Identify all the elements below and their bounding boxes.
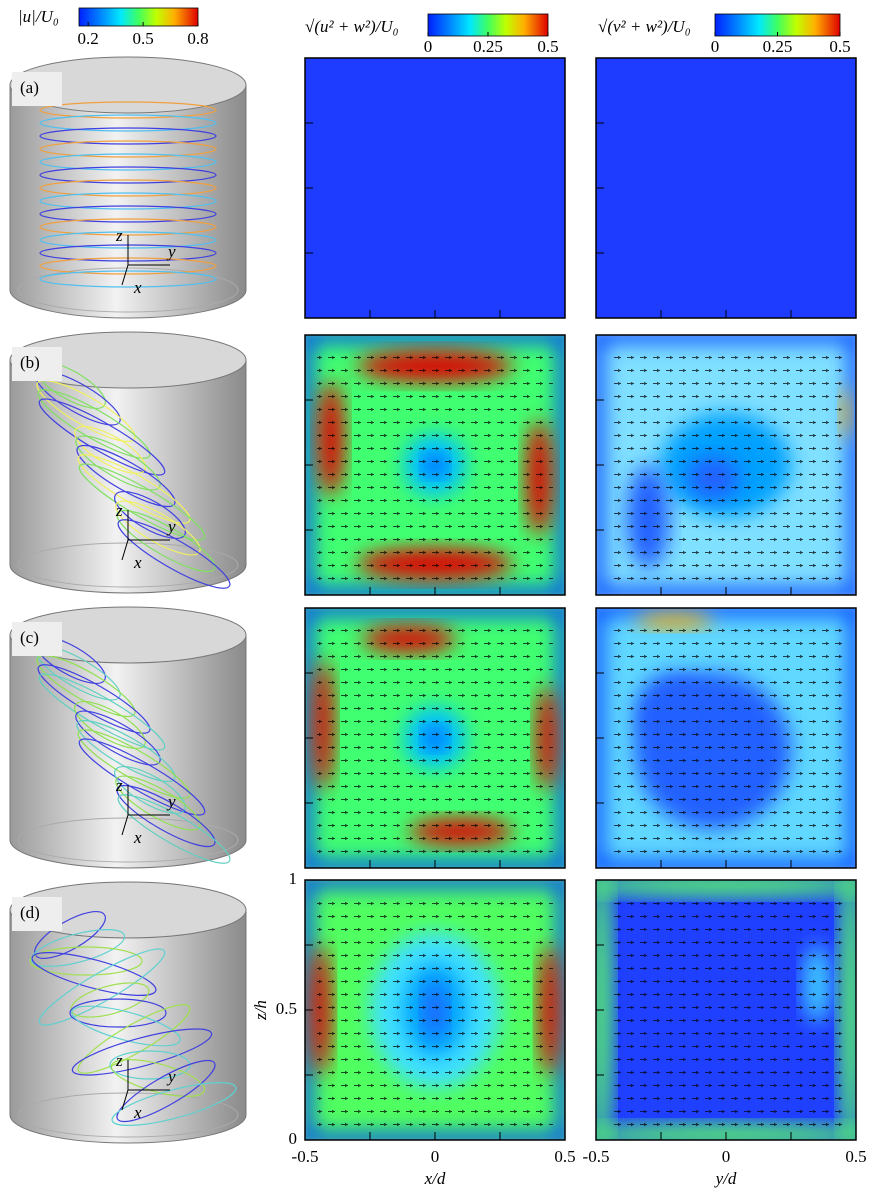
y-tick-label: 1 bbox=[289, 869, 298, 888]
colorbar-tick-label: 0.5 bbox=[829, 37, 850, 56]
x-tick-label: 0.5 bbox=[845, 1147, 866, 1166]
triad-label: z bbox=[115, 776, 123, 795]
contour-panel bbox=[596, 58, 856, 318]
colorbar-tick-label: 0.25 bbox=[473, 37, 503, 56]
panel-label: (a) bbox=[20, 78, 39, 97]
y-tick-label: 0.5 bbox=[276, 999, 297, 1018]
vectors bbox=[317, 892, 553, 1128]
panel-label: (b) bbox=[20, 353, 40, 372]
y-axis-label: z/h bbox=[251, 1000, 270, 1021]
colorbar-tick-label: 0.5 bbox=[537, 37, 558, 56]
colorbar-tick-label: 0.8 bbox=[187, 29, 208, 48]
colorbar-tick-label: 0.2 bbox=[78, 29, 99, 48]
colorbar-tick-label: 0 bbox=[711, 37, 720, 56]
panel-label: (c) bbox=[20, 628, 39, 647]
triad-label: y bbox=[166, 242, 176, 261]
contour-panel bbox=[305, 608, 565, 868]
triad-label: z bbox=[115, 1051, 123, 1070]
colorbar-label: √(v² + w²)/U₀ bbox=[598, 17, 691, 36]
contour-base bbox=[305, 58, 565, 318]
triad-label: x bbox=[133, 1103, 142, 1122]
colorbar-label: √(u² + w²)/U₀ bbox=[305, 17, 399, 36]
decoration bbox=[10, 57, 880, 1166]
x-tick-label: 0.5 bbox=[554, 1147, 575, 1166]
triad-label: y bbox=[166, 792, 176, 811]
colorbar bbox=[79, 8, 198, 26]
panel-label: (d) bbox=[20, 903, 40, 922]
x-tick-label: 0 bbox=[431, 1147, 440, 1166]
contour-base bbox=[596, 58, 856, 318]
vectors bbox=[608, 892, 844, 1128]
triad-label: x bbox=[133, 278, 142, 297]
colorbar-tick-label: 0.5 bbox=[132, 29, 153, 48]
x-axis-label: x/d bbox=[424, 1169, 446, 1188]
vectors bbox=[317, 620, 553, 856]
triad-label: x bbox=[133, 828, 142, 847]
colorbar-tick-label: 0 bbox=[424, 37, 433, 56]
x-tick-label: -0.5 bbox=[583, 1147, 610, 1166]
vectors bbox=[317, 347, 553, 583]
triad-label: z bbox=[115, 226, 123, 245]
triad-label: z bbox=[115, 501, 123, 520]
x-tick-label: 0 bbox=[722, 1147, 731, 1166]
colorbar-tick-label: 0.25 bbox=[763, 37, 793, 56]
x-axis-label: y/d bbox=[714, 1169, 737, 1188]
triad-label: y bbox=[166, 1067, 176, 1086]
vectors bbox=[608, 620, 844, 856]
contour-panel bbox=[596, 608, 856, 868]
contour-panel bbox=[305, 880, 565, 1140]
contour-panel bbox=[305, 58, 565, 318]
contour-panel bbox=[596, 335, 856, 595]
vectors bbox=[608, 347, 844, 583]
triad-label: y bbox=[166, 517, 176, 536]
y-tick-label: 0 bbox=[289, 1129, 298, 1148]
x-tick-label: -0.5 bbox=[292, 1147, 319, 1166]
figure: |u|/U₀ √(u² + w²)/U₀ √(v² + w²)/U₀ x/d y… bbox=[0, 0, 880, 1197]
contour-panel bbox=[305, 335, 565, 595]
colorbar-label: |u|/U₀ bbox=[18, 7, 59, 26]
contour-panel bbox=[570, 854, 880, 1166]
triad-label: x bbox=[133, 553, 142, 572]
